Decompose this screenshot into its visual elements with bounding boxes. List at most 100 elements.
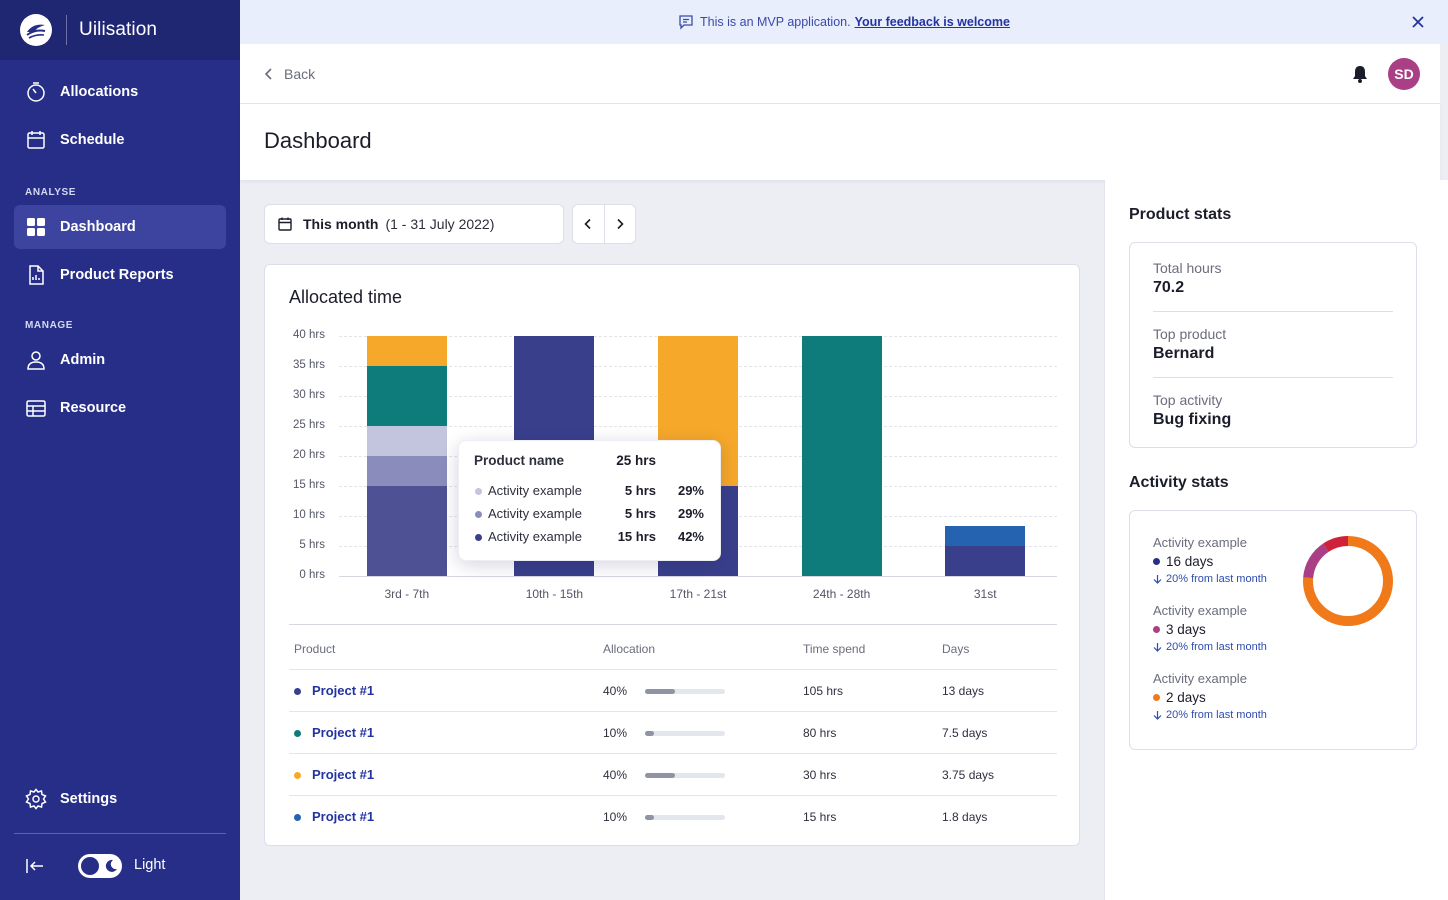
allocation-bar-fill — [645, 815, 654, 820]
bar-segment[interactable] — [366, 456, 447, 486]
activity-item: Activity example 16 days 20% from last m… — [1153, 535, 1303, 585]
allocation-percent: 40% — [603, 684, 628, 698]
product-link[interactable]: Project #1 — [312, 809, 375, 824]
column-header-product: Product — [294, 642, 336, 656]
activity-stats-card: Activity example 16 days 20% from last m… — [1129, 510, 1417, 750]
sidebar-item-settings[interactable]: Settings — [14, 777, 226, 821]
chart-title: Allocated time — [289, 287, 403, 307]
feedback-banner: This is an MVP application. Your feedbac… — [240, 0, 1448, 44]
bar-segment[interactable] — [366, 336, 447, 366]
bar-segment[interactable] — [366, 426, 447, 456]
tooltip-row-hours: 15 hrs — [617, 529, 656, 544]
calendar-icon — [24, 128, 48, 152]
bar-segment[interactable] — [801, 336, 882, 576]
product-link[interactable]: Project #1 — [312, 767, 375, 782]
x-axis-tick-label: 31st — [973, 587, 997, 601]
bell-icon[interactable] — [1350, 64, 1370, 84]
activity-value: 3 days — [1166, 622, 1206, 637]
product-color-dot — [294, 730, 301, 737]
collapse-sidebar-icon[interactable] — [24, 855, 46, 877]
bar-segment[interactable] — [945, 546, 1026, 576]
date-range-picker[interactable]: This month (1 - 31 July 2022) — [264, 204, 564, 244]
theme-toggle[interactable] — [78, 854, 122, 878]
activity-donut-chart — [1303, 536, 1393, 626]
column-header-allocation: Allocation — [603, 642, 656, 656]
next-period-button[interactable] — [605, 205, 636, 243]
product-color-dot — [294, 688, 301, 695]
table-row[interactable]: Project #1 10% 80 hrs 7.5 days — [289, 711, 1057, 753]
user-avatar[interactable]: SD — [1388, 58, 1420, 90]
stat-top-product: Top product Bernard — [1153, 326, 1393, 363]
product-color-dot — [294, 814, 301, 821]
table-icon — [24, 396, 48, 420]
timer-icon — [24, 80, 48, 104]
product-link[interactable]: Project #1 — [312, 683, 375, 698]
sidebar-item-product-reports[interactable]: Product Reports — [14, 253, 226, 297]
sidebar-item-resource[interactable]: Resource — [14, 386, 226, 430]
stat-value: Bernard — [1153, 345, 1215, 362]
activity-change: 20% from last month — [1166, 709, 1267, 721]
stat-top-activity: Top activity Bug fixing — [1153, 392, 1393, 429]
x-axis-tick-label: 3rd - 7th — [384, 587, 430, 601]
legend-dot — [1153, 558, 1160, 565]
tooltip-row: Activity example 5 hrs 29% — [474, 504, 705, 527]
activity-label: Activity example — [1153, 603, 1247, 618]
legend-dot — [475, 488, 482, 495]
previous-period-button[interactable] — [573, 205, 605, 243]
calendar-icon — [278, 217, 292, 231]
activity-value: 2 days — [1166, 690, 1206, 705]
activity-change-row: 20% from last month — [1153, 573, 1303, 585]
product-stats-title: Product stats — [1129, 206, 1232, 223]
user-icon — [24, 348, 48, 372]
stat-divider — [1153, 377, 1393, 378]
sidebar-item-admin[interactable]: Admin — [14, 338, 226, 382]
bar-segment[interactable] — [366, 366, 447, 426]
table-divider — [289, 624, 1057, 625]
days: 13 days — [942, 684, 985, 698]
x-axis-tick-label: 10th - 15th — [525, 587, 584, 601]
allocation-bar-fill — [645, 731, 654, 736]
allocation-percent: 40% — [603, 768, 628, 782]
sidebar-item-dashboard[interactable]: Dashboard — [14, 205, 226, 249]
sidebar-divider — [14, 833, 226, 834]
donut-slice[interactable] — [1303, 536, 1393, 626]
close-icon[interactable] — [1410, 14, 1426, 30]
sidebar-item-allocations[interactable]: Allocations — [14, 70, 226, 114]
brand-divider — [66, 15, 67, 45]
y-axis-tick-label: 35 hrs — [293, 359, 325, 371]
sidebar-item-schedule[interactable]: Schedule — [14, 118, 226, 162]
activity-stats-title: Activity stats — [1129, 474, 1229, 491]
back-button[interactable]: Back — [262, 66, 315, 82]
product-link[interactable]: Project #1 — [312, 725, 375, 740]
product-stats-card: Total hours 70.2 Top product Bernard Top… — [1129, 242, 1417, 448]
moon-icon — [105, 859, 117, 872]
tooltip-title: Product name — [474, 453, 565, 468]
table-row[interactable]: Project #1 10% 15 hrs 1.8 days — [289, 795, 1057, 837]
chevron-left-icon — [584, 218, 591, 230]
legend-dot — [475, 511, 482, 518]
stat-label: Top product — [1153, 326, 1227, 342]
gear-icon — [24, 787, 48, 811]
activity-value-row: 2 days — [1153, 690, 1303, 705]
sidebar-item-label: Schedule — [60, 132, 125, 148]
table-row[interactable]: Project #1 40% 30 hrs 3.75 days — [289, 753, 1057, 795]
feedback-link[interactable]: Your feedback is welcome — [854, 15, 1010, 29]
toggle-knob — [81, 857, 99, 875]
tooltip-row-hours: 5 hrs — [624, 483, 656, 498]
brand[interactable]: Uilisation — [0, 0, 240, 60]
stat-value: 70.2 — [1153, 279, 1185, 296]
arrow-down-icon — [1153, 575, 1162, 584]
activity-item: Activity example 3 days 20% from last mo… — [1153, 603, 1303, 653]
table-row[interactable]: Project #1 40% 105 hrs 13 days — [289, 669, 1057, 711]
chart-tooltip: Product name 25 hrs Activity example 5 h… — [458, 440, 721, 561]
y-axis-tick-label: 20 hrs — [293, 449, 325, 461]
tooltip-row-name: Activity example — [488, 529, 582, 544]
report-icon — [24, 263, 48, 287]
allocated-time-card: Allocated time 0 hrs 5 hrs 10 hrs 15 hrs 20 … — [264, 264, 1080, 846]
time-spend: 30 hrs — [803, 768, 837, 782]
allocation-bar-fill — [645, 689, 675, 694]
allocation-bar-fill — [645, 773, 675, 778]
bar-segment[interactable] — [945, 526, 1026, 546]
chevron-left-icon — [264, 68, 272, 80]
bar-segment[interactable] — [366, 486, 447, 576]
